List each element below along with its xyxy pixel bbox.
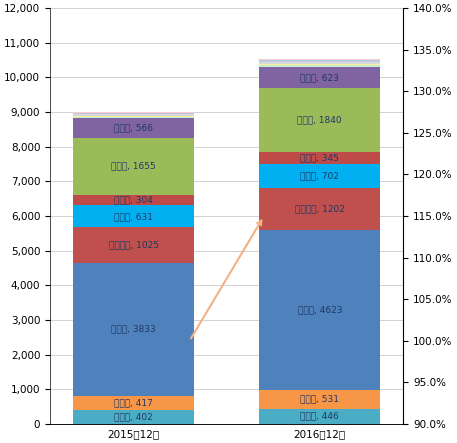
- Bar: [259, 164, 380, 188]
- Text: 大阪府, 1655: 大阪府, 1655: [112, 162, 156, 171]
- Bar: [259, 88, 380, 152]
- Bar: [73, 113, 194, 114]
- Text: 埼玉県, 402: 埼玉県, 402: [114, 412, 153, 421]
- Text: 千葉県, 417: 千葉県, 417: [114, 398, 153, 407]
- Text: 大阪府, 1840: 大阪府, 1840: [298, 116, 342, 124]
- Bar: [259, 59, 380, 60]
- Text: 神奈川県, 1202: 神奈川県, 1202: [295, 205, 345, 214]
- Text: 千葉県, 531: 千葉県, 531: [300, 395, 339, 404]
- Bar: [259, 66, 380, 88]
- Text: 愛知県, 702: 愛知県, 702: [300, 171, 339, 181]
- Bar: [73, 116, 194, 117]
- Bar: [259, 62, 380, 64]
- Bar: [259, 65, 380, 66]
- Bar: [259, 230, 380, 390]
- Text: 東京都, 4623: 東京都, 4623: [298, 306, 342, 315]
- Bar: [259, 188, 380, 230]
- Bar: [73, 263, 194, 396]
- Bar: [73, 112, 194, 113]
- Text: 埼玉県, 446: 埼玉県, 446: [300, 412, 339, 421]
- Bar: [73, 206, 194, 227]
- Text: 神奈川県, 1025: 神奈川県, 1025: [109, 241, 159, 249]
- Bar: [73, 396, 194, 410]
- Text: 東京都, 3833: 東京都, 3833: [112, 325, 156, 334]
- Text: 京都府, 304: 京都府, 304: [114, 196, 153, 205]
- Text: 愛知県, 631: 愛知県, 631: [114, 212, 153, 221]
- Bar: [259, 64, 380, 65]
- Bar: [73, 195, 194, 206]
- Bar: [259, 408, 380, 424]
- Bar: [73, 410, 194, 424]
- Bar: [73, 118, 194, 137]
- Bar: [73, 137, 194, 195]
- Bar: [259, 390, 380, 408]
- Bar: [73, 117, 194, 118]
- Text: 兵庫県, 566: 兵庫県, 566: [114, 123, 153, 132]
- Text: 京都府, 345: 京都府, 345: [300, 153, 339, 163]
- Bar: [73, 227, 194, 263]
- Bar: [259, 152, 380, 164]
- Text: 兵庫県, 623: 兵庫県, 623: [300, 73, 339, 82]
- Bar: [259, 60, 380, 62]
- Bar: [73, 114, 194, 116]
